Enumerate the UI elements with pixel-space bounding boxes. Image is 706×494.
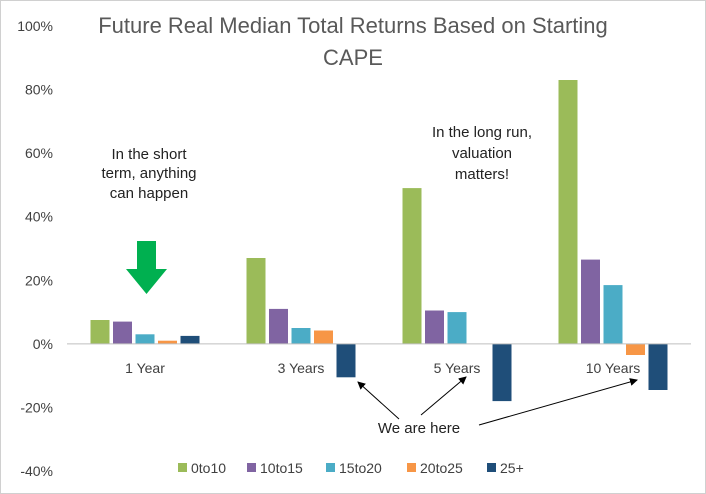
legend-label: 20to25: [420, 460, 463, 476]
y-tick-label: -20%: [20, 399, 53, 415]
legend-swatch: [407, 463, 416, 472]
legend-swatch: [487, 463, 496, 472]
pointer-arrow-3-years: [357, 381, 400, 420]
legend-label: 0to10: [191, 460, 226, 476]
legend-label: 15to20: [339, 460, 382, 476]
x-axis: 1 Year 3 Years 5 Years 10 Years: [125, 360, 640, 376]
bar: [558, 80, 578, 344]
y-tick-label: 60%: [25, 145, 53, 161]
bar: [425, 310, 444, 344]
bar: [603, 285, 623, 344]
bar: [246, 258, 266, 344]
bar: [314, 330, 333, 344]
bar: [135, 334, 155, 344]
annotation-long-run-line-1: In the long run,: [432, 124, 532, 141]
annotation-we-are-here: We are here: [378, 420, 460, 437]
bar: [402, 188, 422, 344]
legend-swatch: [326, 463, 335, 472]
bar: [492, 343, 512, 402]
legend-swatch: [178, 463, 187, 472]
legend: 0to10 10to15 15to20 20to25 25+: [178, 460, 524, 476]
chart-title-line-1: Future Real Median Total Returns Based o…: [98, 13, 608, 38]
legend-label: 25+: [500, 460, 524, 476]
bar: [581, 259, 600, 344]
bar: [648, 343, 668, 390]
bar: [180, 335, 200, 344]
category-label: 10 Years: [586, 360, 641, 376]
bar: [90, 320, 110, 344]
annotation-short-term-line-2: term, anything: [101, 165, 196, 182]
bar: [113, 321, 132, 344]
category-label: 3 Years: [278, 360, 325, 376]
pointer-arrow-10-years: [478, 378, 638, 426]
annotation-long-run-line-3: matters!: [455, 166, 509, 183]
bar: [291, 328, 311, 344]
category-label: 5 Years: [434, 360, 481, 376]
annotation-short-term-line-3: can happen: [110, 185, 188, 202]
y-tick-label: 0%: [33, 336, 53, 352]
bars: [90, 80, 668, 402]
category-label: 1 Year: [125, 360, 165, 376]
bar: [269, 308, 288, 344]
bar: [158, 340, 177, 344]
y-tick-label: 20%: [25, 272, 53, 288]
annotation-short-term-line-1: In the short: [111, 146, 187, 163]
y-tick-label: 40%: [25, 209, 53, 225]
y-tick-label: -40%: [20, 463, 53, 479]
chart-title-line-2: CAPE: [323, 45, 383, 70]
y-axis: -40% -20% 0% 20% 40% 60% 80% 100%: [17, 18, 53, 479]
legend-label: 10to15: [260, 460, 303, 476]
bar: [447, 312, 467, 344]
bar: [626, 343, 645, 355]
legend-swatch: [247, 463, 256, 472]
y-tick-label: 100%: [17, 18, 53, 34]
down-arrow-icon: [126, 241, 167, 294]
annotation-long-run-line-2: valuation: [452, 145, 512, 162]
bar: [336, 343, 356, 378]
y-tick-label: 80%: [25, 82, 53, 98]
pointer-arrow-5-years: [420, 376, 467, 416]
